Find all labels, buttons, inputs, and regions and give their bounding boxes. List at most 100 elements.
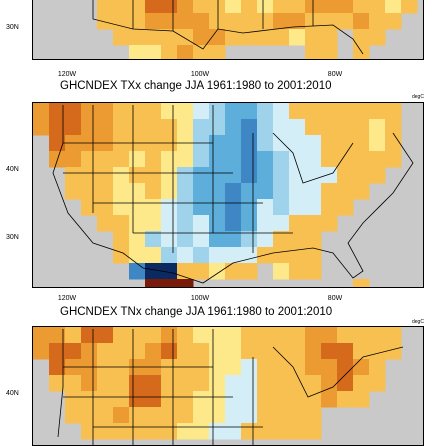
grid-cell bbox=[65, 343, 82, 360]
grid-cell bbox=[145, 215, 162, 232]
grid-cell bbox=[305, 263, 322, 280]
grid-cell bbox=[273, 263, 290, 280]
txx-title: GHCNDEX TXx change JJA 1961:1980 to 2001… bbox=[60, 80, 332, 92]
grid-cell bbox=[273, 29, 290, 46]
grid-cell bbox=[241, 247, 258, 264]
grid-cell bbox=[225, 423, 242, 440]
lat-label-40n-txx: 40N bbox=[6, 166, 19, 173]
grid-cell bbox=[129, 151, 146, 168]
grid-cell bbox=[385, 151, 402, 168]
grid-cell bbox=[177, 119, 194, 136]
grid-cell bbox=[113, 375, 130, 392]
grid-cell bbox=[321, 0, 338, 14]
grid-cell bbox=[49, 343, 66, 360]
grid-cell bbox=[305, 151, 322, 168]
grid-cell bbox=[241, 151, 258, 168]
grid-cell bbox=[337, 151, 354, 168]
grid-cell bbox=[241, 375, 258, 392]
lon-label-100w-top: 100W bbox=[190, 71, 210, 78]
grid-cell bbox=[49, 119, 66, 136]
grid-cell bbox=[65, 327, 82, 344]
grid-cell bbox=[353, 119, 370, 136]
grid-cell bbox=[177, 247, 194, 264]
grid-cell bbox=[321, 13, 338, 30]
grid-cell bbox=[97, 0, 114, 14]
grid-cell bbox=[289, 119, 306, 136]
grid-cell bbox=[353, 151, 370, 168]
grid-cell bbox=[193, 231, 210, 248]
grid-cell bbox=[161, 327, 178, 344]
grid-cell bbox=[113, 183, 130, 200]
map-top-grid bbox=[92, 0, 418, 59]
grid-cell bbox=[161, 247, 178, 264]
grid-cell bbox=[161, 151, 178, 168]
grid-cell bbox=[305, 45, 322, 59]
grid-cell bbox=[305, 231, 322, 248]
grid-cell bbox=[353, 375, 370, 392]
grid-cell bbox=[273, 391, 290, 408]
grid-cell bbox=[353, 13, 370, 30]
grid-cell bbox=[337, 391, 354, 408]
grid-cell bbox=[257, 391, 274, 408]
grid-cell bbox=[145, 13, 162, 30]
grid-cell bbox=[289, 343, 306, 360]
grid-cell bbox=[65, 183, 82, 200]
grid-cell bbox=[65, 151, 82, 168]
grid-cell bbox=[257, 407, 274, 424]
grid-cell bbox=[177, 407, 194, 424]
grid-cell bbox=[193, 327, 210, 344]
grid-cell bbox=[97, 199, 114, 216]
grid-cell bbox=[257, 103, 274, 120]
grid-cell bbox=[337, 199, 354, 216]
grid-cell bbox=[225, 263, 242, 280]
lat-label-30n-top: 30N bbox=[6, 24, 19, 31]
grid-cell bbox=[177, 215, 194, 232]
grid-cell bbox=[193, 119, 210, 136]
grid-cell bbox=[129, 327, 146, 344]
grid-cell bbox=[113, 327, 130, 344]
grid-cell bbox=[225, 391, 242, 408]
grid-cell bbox=[113, 13, 130, 30]
grid-cell bbox=[225, 119, 242, 136]
grid-cell bbox=[225, 135, 242, 152]
grid-cell bbox=[209, 343, 226, 360]
grid-cell bbox=[97, 343, 114, 360]
grid-cell bbox=[113, 199, 130, 216]
grid-cell bbox=[289, 199, 306, 216]
grid-cell bbox=[353, 183, 370, 200]
grid-cell bbox=[241, 167, 258, 184]
grid-cell bbox=[193, 167, 210, 184]
grid-cell bbox=[129, 199, 146, 216]
grid-cell bbox=[193, 375, 210, 392]
grid-cell bbox=[321, 135, 338, 152]
grid-cell bbox=[193, 407, 210, 424]
grid-cell bbox=[81, 391, 98, 408]
grid-cell bbox=[113, 167, 130, 184]
grid-cell bbox=[369, 375, 386, 392]
grid-cell bbox=[209, 13, 226, 30]
grid-cell bbox=[209, 199, 226, 216]
grid-cell bbox=[129, 0, 146, 14]
grid-cell bbox=[273, 199, 290, 216]
lon-label-80w-top: 80W bbox=[327, 71, 343, 78]
grid-cell bbox=[209, 151, 226, 168]
grid-cell bbox=[145, 375, 162, 392]
grid-cell bbox=[145, 119, 162, 136]
grid-cell bbox=[193, 423, 210, 440]
grid-cell bbox=[289, 183, 306, 200]
grid-cell bbox=[305, 375, 322, 392]
grid-cell bbox=[209, 247, 226, 264]
tnx-units: degC bbox=[412, 319, 424, 325]
grid-cell bbox=[369, 13, 386, 30]
grid-cell bbox=[225, 183, 242, 200]
grid-cell bbox=[97, 215, 114, 232]
grid-cell bbox=[257, 327, 274, 344]
grid-cell bbox=[337, 375, 354, 392]
grid-cell bbox=[225, 151, 242, 168]
grid-cell bbox=[369, 0, 386, 14]
grid-cell bbox=[113, 247, 130, 264]
grid-cell bbox=[225, 327, 242, 344]
grid-cell bbox=[305, 199, 322, 216]
grid-cell bbox=[177, 13, 194, 30]
grid-cell bbox=[305, 29, 322, 46]
